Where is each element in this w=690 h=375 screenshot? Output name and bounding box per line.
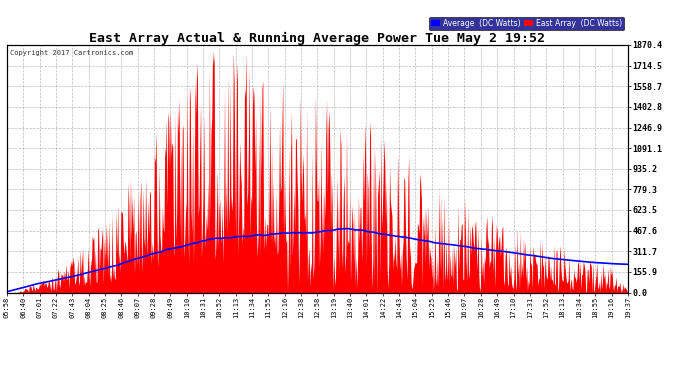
Text: Copyright 2017 Cartronics.com: Copyright 2017 Cartronics.com: [10, 50, 133, 56]
Title: East Array Actual & Running Average Power Tue May 2 19:52: East Array Actual & Running Average Powe…: [90, 32, 545, 45]
Legend: Average  (DC Watts), East Array  (DC Watts): Average (DC Watts), East Array (DC Watts…: [429, 16, 624, 30]
